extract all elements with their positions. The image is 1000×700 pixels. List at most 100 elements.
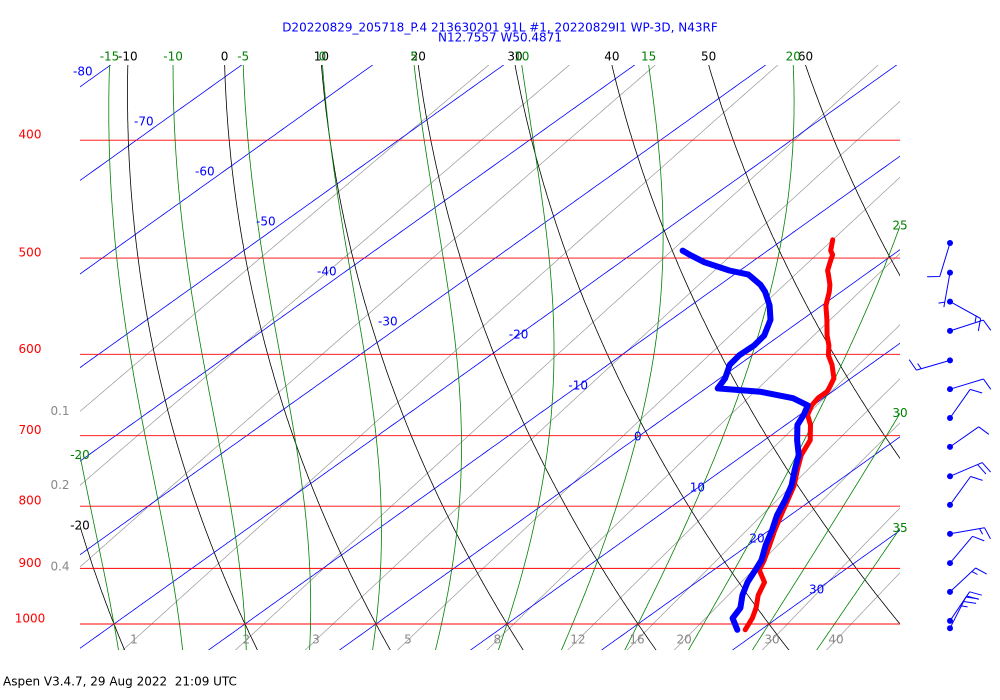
- wind-barb-dot: [947, 501, 953, 508]
- wind-barb: [949, 388, 983, 419]
- mixing-ratio-line: [234, 65, 879, 650]
- diagram-labels: 0.10.20.41 2 3 5 8 12 16 20 30 40-80-70-60-50-40-…: [15, 50, 908, 647]
- moist-adiabat-label: 35: [892, 521, 907, 535]
- moist-adiabat-line: [624, 65, 795, 650]
- mixing-ratio-label: 8: [493, 633, 501, 647]
- mixing-ratio-line: [567, 324, 900, 650]
- wind-barb-dot: [947, 617, 953, 624]
- isotherm-label: -40: [317, 265, 337, 279]
- moist-adiabat-line: [561, 65, 664, 650]
- isotherm-label: 0: [634, 430, 642, 444]
- moist-adiabat-line: [242, 65, 312, 650]
- moist-adiabat-line: [322, 65, 382, 650]
- isotherm-line: [80, 65, 636, 462]
- wind-barbs: [908, 240, 992, 632]
- wind-barb: [949, 319, 992, 332]
- isobar-label: 500: [19, 246, 42, 260]
- mixing-ratio-label: 2: [242, 633, 250, 647]
- dry-adiabat-label: 50: [701, 50, 716, 64]
- mixing-ratio-line: [673, 422, 900, 650]
- dry-adiabat-label: -10: [118, 50, 138, 64]
- dry-adiabat-label: 60: [798, 50, 813, 64]
- wind-barb: [949, 527, 991, 540]
- diagram-lines: [80, 65, 900, 650]
- dry-adiabat-line: [611, 65, 900, 625]
- isotherm-line: [338, 249, 900, 650]
- isotherm-label: -60: [195, 165, 215, 179]
- mixing-ratio-line: [304, 100, 900, 650]
- footer: Aspen V3.4.7, 29 Aug 2022 21:09 UTC: [3, 675, 237, 689]
- dry-adiabat-line: [805, 65, 900, 277]
- dry-adiabat-label: 20: [411, 50, 426, 64]
- isotherm-label: -30: [378, 315, 398, 329]
- wind-barb-dot: [947, 588, 953, 595]
- isobar-label: 600: [19, 342, 42, 356]
- moist-adiabat-label: -10: [163, 50, 183, 64]
- chart-subtitle: N12.7557 W50.4871: [438, 31, 562, 45]
- dry-adiabat-line: [514, 65, 790, 650]
- wind-barb-dot: [947, 386, 953, 393]
- mixing-ratio-label: 0.4: [50, 559, 69, 573]
- isotherm-line: [469, 342, 900, 650]
- wind-barb: [949, 301, 982, 332]
- mixing-ratio-label: 16: [629, 633, 644, 647]
- moist-adiabat-label: -20: [70, 448, 90, 462]
- isotherm-label: -10: [568, 379, 588, 393]
- isotherm-line: [731, 529, 900, 650]
- mixing-ratio-line: [397, 176, 900, 650]
- dry-adiabat-line: [708, 65, 900, 460]
- mixing-ratio-label: 1: [130, 633, 138, 647]
- isotherm-label: -80: [73, 65, 93, 79]
- wind-barb: [949, 378, 992, 390]
- moist-adiabat-line: [108, 65, 184, 650]
- dry-adiabat-label: -20: [70, 519, 90, 533]
- mixing-ratio-line: [80, 65, 656, 568]
- wind-barb: [927, 242, 951, 278]
- wind-barb: [949, 567, 987, 593]
- isotherm-label: 10: [690, 481, 705, 495]
- wind-barb: [938, 272, 951, 308]
- isobar-label: 1000: [15, 612, 46, 626]
- mixing-ratio-label: 5: [404, 633, 412, 647]
- wind-barb-dot: [947, 298, 953, 305]
- mixing-ratio-label: 3: [312, 633, 320, 647]
- moist-adiabat-line: [497, 65, 555, 650]
- wind-barb-dot: [947, 530, 953, 537]
- chart-title: D20220829_205718_P.4 213630201 91L #1, 2…: [282, 21, 718, 35]
- dewpoint-line: [679, 247, 811, 633]
- wind-barb: [949, 535, 985, 564]
- dry-adiabat-line: [224, 65, 391, 650]
- wind-barb-dot: [947, 415, 953, 422]
- moist-adiabat-label: 15: [641, 50, 656, 64]
- moist-adiabat-line: [80, 453, 119, 650]
- mixing-ratio-line: [826, 572, 900, 650]
- isotherm-line: [80, 65, 374, 275]
- dry-adiabat-label: 40: [604, 50, 619, 64]
- isotherm-label: 30: [809, 583, 824, 597]
- isobar-label: 900: [19, 556, 42, 570]
- wind-barb: [949, 596, 979, 629]
- isotherm-line: [600, 436, 900, 650]
- dry-adiabat-label: 30: [507, 50, 522, 64]
- mixing-ratio-line: [761, 507, 900, 650]
- wind-barb: [949, 462, 991, 477]
- mixing-ratio-label: 12: [570, 633, 585, 647]
- moist-adiabat-label: 30: [892, 406, 907, 420]
- dry-adiabat-label: 10: [314, 50, 329, 64]
- wind-barb-dot: [947, 240, 953, 247]
- mixing-ratio-line: [80, 65, 490, 412]
- mixing-ratio-line: [80, 65, 570, 486]
- dry-adiabat-line: [417, 65, 657, 650]
- wind-barb-dot: [947, 625, 953, 632]
- moist-adiabat-label: 10: [514, 50, 529, 64]
- dry-adiabat-label: 0: [221, 50, 229, 64]
- mixing-ratio-label: 30: [764, 633, 779, 647]
- isotherm-label: -20: [509, 328, 529, 342]
- isobar-label: 400: [19, 128, 42, 142]
- wind-barb-dot: [947, 473, 953, 480]
- moist-adiabat-label: 0: [319, 50, 327, 64]
- mixing-ratio-label: 20: [676, 633, 691, 647]
- isotherm-label: -70: [134, 115, 154, 129]
- wind-barb-dot: [947, 560, 953, 567]
